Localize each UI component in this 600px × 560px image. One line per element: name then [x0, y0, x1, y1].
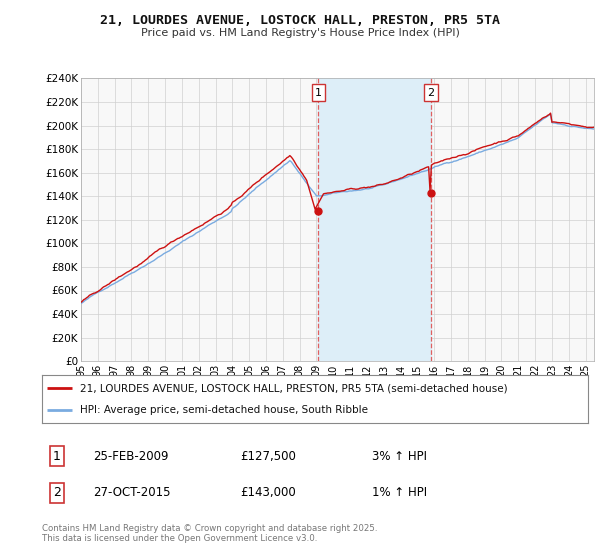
Text: 25-FEB-2009: 25-FEB-2009 [93, 450, 169, 463]
Bar [319, 78, 431, 361]
Text: 21, LOURDES AVENUE, LOSTOCK HALL, PRESTON, PR5 5TA: 21, LOURDES AVENUE, LOSTOCK HALL, PRESTO… [100, 14, 500, 27]
Text: 27-OCT-2015: 27-OCT-2015 [93, 486, 170, 500]
Text: Price paid vs. HM Land Registry's House Price Index (HPI): Price paid vs. HM Land Registry's House … [140, 28, 460, 38]
Text: 2: 2 [428, 87, 435, 97]
Text: HPI: Average price, semi-detached house, South Ribble: HPI: Average price, semi-detached house,… [80, 405, 368, 415]
Text: Contains HM Land Registry data © Crown copyright and database right 2025.
This d: Contains HM Land Registry data © Crown c… [42, 524, 377, 543]
Text: 2: 2 [53, 486, 61, 500]
Text: 3% ↑ HPI: 3% ↑ HPI [372, 450, 427, 463]
Text: £127,500: £127,500 [240, 450, 296, 463]
Text: 1: 1 [315, 87, 322, 97]
Text: 1% ↑ HPI: 1% ↑ HPI [372, 486, 427, 500]
Text: 1: 1 [53, 450, 61, 463]
Text: £143,000: £143,000 [240, 486, 296, 500]
Text: 21, LOURDES AVENUE, LOSTOCK HALL, PRESTON, PR5 5TA (semi-detached house): 21, LOURDES AVENUE, LOSTOCK HALL, PRESTO… [80, 383, 508, 393]
